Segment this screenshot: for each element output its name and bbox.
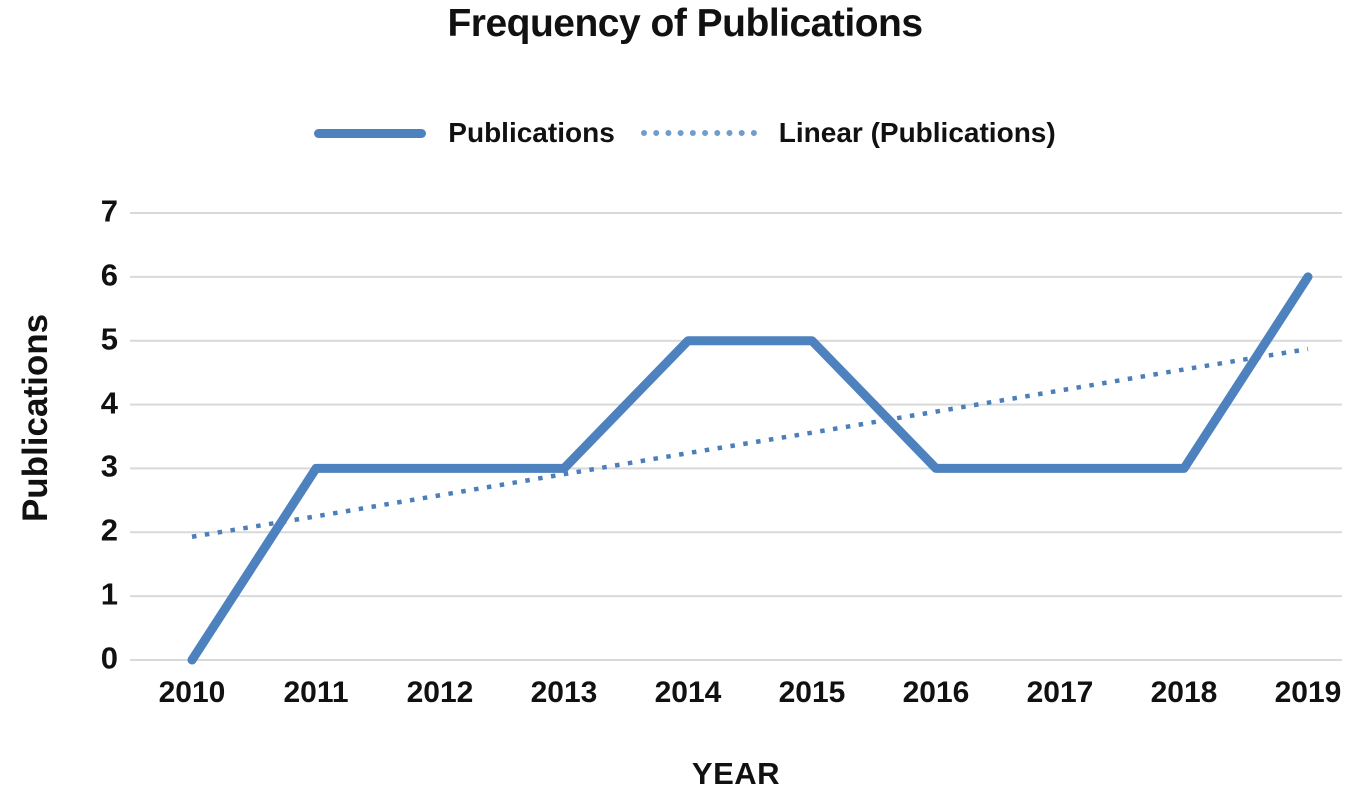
y-tick-label: 0 bbox=[100, 640, 118, 676]
x-tick-label: 2016 bbox=[902, 676, 970, 709]
x-tick-label: 2017 bbox=[1026, 676, 1094, 709]
x-tick-label: 2018 bbox=[1150, 676, 1218, 709]
x-tick-label: 2015 bbox=[778, 676, 846, 709]
y-tick-label: 4 bbox=[100, 385, 118, 421]
y-tick-label: 5 bbox=[100, 321, 118, 357]
x-tick-label: 2011 bbox=[283, 676, 349, 709]
gridlines bbox=[130, 212, 1342, 661]
x-tick-label: 2012 bbox=[406, 676, 474, 709]
legend-item-linear-publications: Linear (Publications) bbox=[640, 117, 1056, 149]
x-tick-label: 2010 bbox=[158, 676, 226, 709]
x-tick-label: 2013 bbox=[530, 676, 598, 709]
legend-label-linear-publications: Linear (Publications) bbox=[778, 117, 1056, 148]
y-tick-label: 2 bbox=[100, 512, 118, 548]
x-tick-label: 2014 bbox=[654, 676, 722, 709]
trendline-series bbox=[191, 346, 1309, 539]
publications-series bbox=[187, 272, 1313, 665]
legend-item-publications: Publications bbox=[314, 117, 615, 149]
y-tick-label: 6 bbox=[100, 257, 118, 293]
solid-line-swatch-icon bbox=[314, 128, 427, 138]
legend-label-publications: Publications bbox=[448, 117, 615, 148]
y-tick-label: 3 bbox=[100, 448, 118, 484]
x-axis-title: YEAR bbox=[691, 756, 781, 791]
y-tick-label: 7 bbox=[100, 193, 118, 229]
chart-title: Frequency of Publications bbox=[447, 2, 923, 45]
x-tick-label: 2019 bbox=[1274, 676, 1342, 709]
dotted-line-swatch-icon bbox=[640, 130, 757, 136]
legend: Publications Linear (Publications) bbox=[0, 110, 1370, 156]
y-tick-label: 1 bbox=[100, 576, 118, 612]
